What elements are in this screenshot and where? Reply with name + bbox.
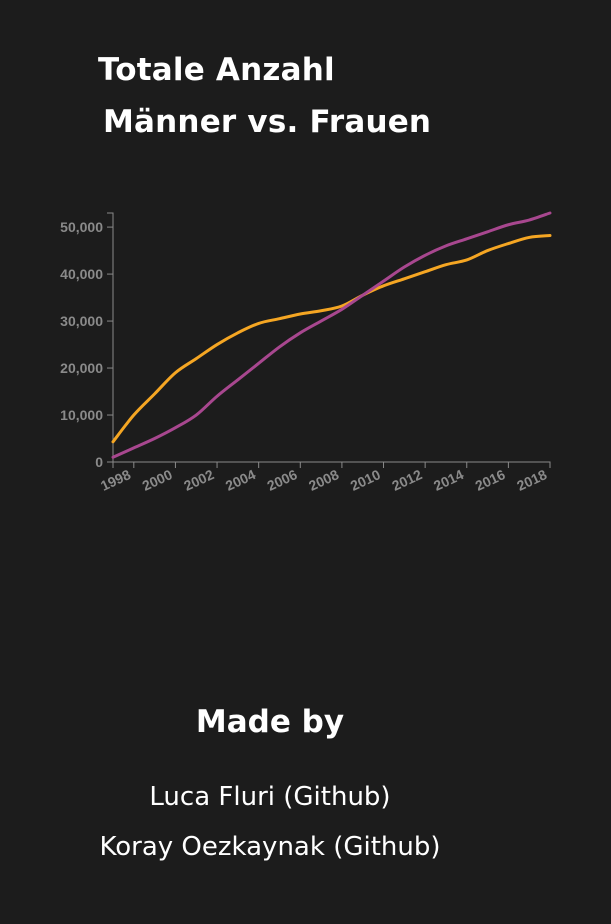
x-tick-label: 2008	[306, 466, 341, 494]
x-tick-label: 2004	[223, 466, 258, 494]
credit-name: Luca Fluri	[149, 782, 275, 812]
y-tick-label: 30,000	[60, 313, 103, 329]
y-axis-line	[107, 212, 114, 463]
y-tick-label: 0	[95, 454, 103, 470]
chart-title-line-1: Totale Anzahl	[98, 52, 335, 88]
credit-luca-fluri: Luca Fluri (Github)	[0, 782, 540, 812]
x-tick-label: 2000	[140, 466, 175, 494]
series-line-2	[111, 211, 552, 459]
x-axis: 1998 2000 2002 2004 2006 2008 2010 2012 2014 2016…	[98, 461, 551, 494]
x-tick-label: 2012	[389, 466, 424, 494]
y-axis: 0 10,000 20,000 30,000 40,000 50,000	[60, 212, 114, 470]
x-tick-label: 2010	[348, 466, 383, 494]
x-tick-label: 2018	[514, 466, 549, 494]
x-tick-label: 2002	[181, 466, 216, 494]
y-tick-label: 20,000	[60, 360, 103, 376]
y-tick-label: 50,000	[60, 219, 103, 235]
credits-heading: Made by	[195, 704, 345, 740]
github-link[interactable]: (Github)	[283, 782, 391, 812]
series-layer	[111, 211, 552, 459]
credit-name: Koray Oezkaynak	[99, 832, 325, 862]
line-chart: 0 10,000 20,000 30,000 40,000 50,000 1998 2000…	[60, 211, 552, 494]
x-tick-label: 2014	[431, 466, 466, 494]
credit-koray-oezkaynak: Koray Oezkaynak (Github)	[0, 832, 540, 862]
github-link[interactable]: (Github)	[333, 832, 441, 862]
series-line-1	[111, 234, 552, 444]
chart-title-line-2: Männer vs. Frauen	[103, 104, 432, 140]
y-tick-label: 40,000	[60, 266, 103, 282]
x-tick-label: 1998	[98, 466, 133, 494]
y-tick-label: 10,000	[60, 407, 103, 423]
x-tick-label: 2016	[473, 466, 508, 494]
x-tick-label: 2006	[265, 466, 300, 494]
